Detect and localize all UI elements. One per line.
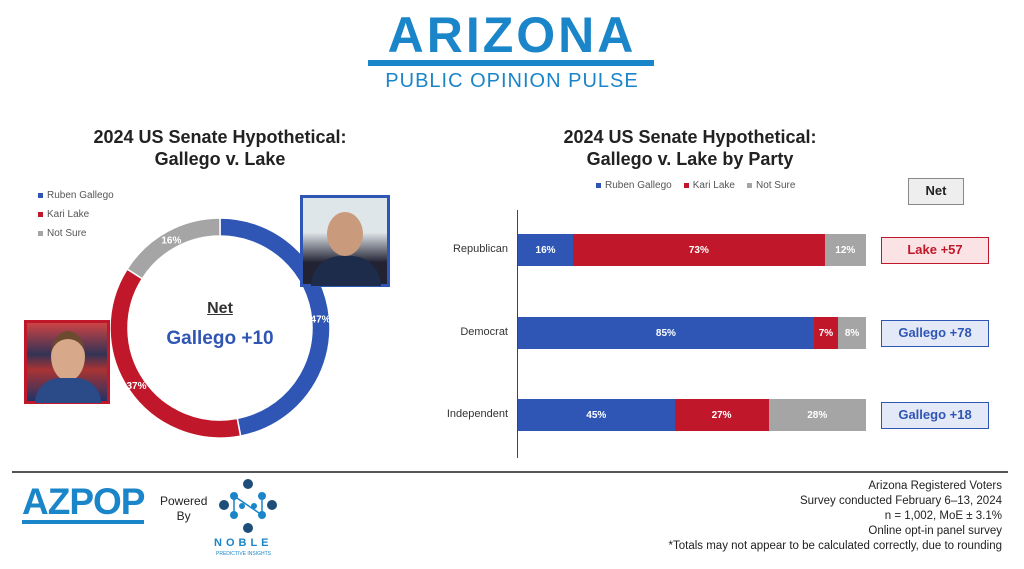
note-dates: Survey conducted February 6–13, 2024 <box>799 495 1002 507</box>
bar-axis <box>517 210 518 458</box>
bar-title: 2024 US Senate Hypothetical: Gallego v. … <box>530 126 850 170</box>
bar-segment: 12% <box>824 234 866 266</box>
legend-swatch-gallego <box>38 193 43 198</box>
bar-segment: 28% <box>768 399 866 431</box>
noble-logo-icon <box>219 479 277 533</box>
legend-swatch-not-sure <box>38 231 43 236</box>
note-rounding: *Totals may not appear to be calculated … <box>668 540 1002 552</box>
category-label: Republican <box>452 243 508 255</box>
by-text: By <box>176 509 191 523</box>
donut-label-0: 47% <box>311 314 331 325</box>
bar-segment: 16% <box>518 234 574 266</box>
azpop-logo: AZPOP <box>22 481 145 524</box>
footer-notes: Arizona Registered Voters Survey conduct… <box>669 479 1002 554</box>
logo-underline <box>368 60 654 66</box>
donut-center-value: Gallego +10 <box>166 328 274 349</box>
logo-title: ARIZONA <box>387 7 637 63</box>
powered-text: Powered <box>160 494 208 508</box>
logo-subtitle: PUBLIC OPINION PULSE <box>385 70 639 92</box>
azpop-logo-text: AZPOP <box>22 481 145 522</box>
bar-title-line1: 2024 US Senate Hypothetical: <box>563 127 817 147</box>
note-population: Arizona Registered Voters <box>868 480 1002 492</box>
bar-title-line2: Gallego v. Lake by Party <box>586 149 794 169</box>
noble-subtitle: PREDICTIVE INSIGHTS <box>216 551 272 557</box>
bar-legend-swatch-lake <box>683 183 689 188</box>
note-method: Online opt-in panel survey <box>868 525 1002 537</box>
legend-swatch-lake <box>38 212 43 217</box>
donut-title-line2: Gallego v. Lake <box>154 149 286 169</box>
bar-legend-gallego: Ruben Gallego <box>605 180 672 191</box>
legend-not-sure: Not Sure <box>47 228 87 239</box>
category-label: Democrat <box>460 326 508 338</box>
donut-label-2: 16% <box>161 235 181 246</box>
footer-divider <box>12 471 1008 473</box>
donut-slice-1 <box>109 268 242 439</box>
net-badge: Gallego +78 <box>881 320 989 347</box>
bar-segment: 8% <box>838 317 866 349</box>
donut-label-1: 37% <box>126 381 146 392</box>
bar-segment: 7% <box>813 317 839 349</box>
bar-segment: 45% <box>518 399 675 431</box>
bar-legend-swatch-not-sure <box>746 183 752 188</box>
donut-title: 2024 US Senate Hypothetical: Gallego v. … <box>60 126 380 170</box>
legend-gallego: Ruben Gallego <box>47 190 114 201</box>
donut-slice-2 <box>126 217 221 280</box>
net-badge: Gallego +18 <box>881 402 989 429</box>
legend-lake: Kari Lake <box>47 209 90 220</box>
bar-legend-lake: Kari Lake <box>692 180 735 191</box>
category-label: Independent <box>446 408 508 420</box>
note-sample: n = 1,002, MoE ± 3.1% <box>884 510 1002 522</box>
donut-legend: Ruben Gallego Kari Lake Not Sure <box>38 186 114 243</box>
bar-legend-swatch-gallego <box>596 183 601 188</box>
bar-segment: 73% <box>573 234 825 266</box>
gallego-photo <box>300 195 390 287</box>
bar-segment: 27% <box>674 399 769 431</box>
noble-name: NOBLE <box>214 537 273 549</box>
donut-center-heading: Net <box>207 300 233 317</box>
net-header: Net <box>908 178 964 205</box>
bar-legend: Ruben Gallego Kari Lake Not Sure <box>596 180 795 191</box>
net-badge: Lake +57 <box>881 237 989 264</box>
bar-segment: 85% <box>518 317 814 349</box>
bar-legend-not-sure: Not Sure <box>755 180 796 191</box>
lake-photo <box>24 320 110 404</box>
donut-title-line1: 2024 US Senate Hypothetical: <box>93 127 347 147</box>
powered-by: Powered By <box>160 494 207 524</box>
